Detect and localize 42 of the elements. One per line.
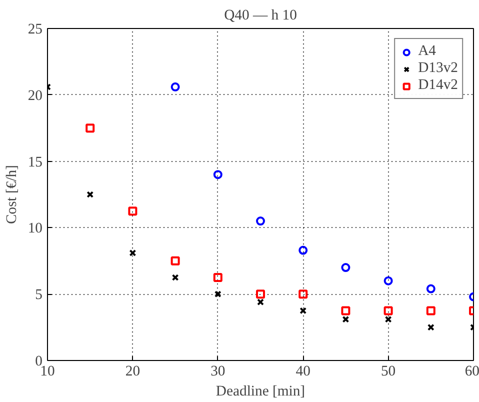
legend-label: D14v2 xyxy=(418,77,458,94)
x-tick-label: 50 xyxy=(380,364,396,380)
legend-label: D13v2 xyxy=(418,60,458,77)
point xyxy=(170,256,180,266)
y-tick-label: 0 xyxy=(35,354,42,370)
chart-title: Q40 — h 10 xyxy=(224,8,297,24)
point xyxy=(300,307,307,314)
point xyxy=(426,306,436,316)
point xyxy=(341,263,350,272)
point xyxy=(213,170,222,180)
point xyxy=(256,290,265,299)
x-tick-label: 60 xyxy=(464,364,479,380)
x-axis-title: Deadline [min] xyxy=(216,384,306,400)
y-tick-label: 5 xyxy=(35,287,42,304)
point xyxy=(129,249,136,256)
point xyxy=(341,306,350,316)
point xyxy=(213,273,222,282)
point xyxy=(128,206,138,216)
y-tick-label: 25 xyxy=(28,22,42,38)
y-tick-label: 15 xyxy=(28,154,42,170)
point xyxy=(86,191,94,198)
x-tick-label: 30 xyxy=(210,364,226,380)
x-tick-label: 20 xyxy=(125,364,140,380)
point xyxy=(384,306,393,316)
point xyxy=(298,290,308,299)
x-tick-label: 40 xyxy=(296,364,310,380)
point xyxy=(256,216,265,226)
legend-label: A4 xyxy=(418,43,438,60)
point xyxy=(86,124,95,133)
y-tick-label: 10 xyxy=(28,220,42,237)
point xyxy=(426,284,436,294)
point xyxy=(172,274,179,281)
point xyxy=(427,324,434,331)
point xyxy=(257,298,264,306)
point xyxy=(214,290,222,298)
point xyxy=(384,316,392,323)
y-axis-title: Cost [€/h] xyxy=(4,164,20,224)
point xyxy=(170,82,180,92)
point xyxy=(298,246,308,255)
y-tick-label: 20 xyxy=(28,88,42,104)
point xyxy=(342,316,350,323)
point xyxy=(384,276,393,286)
